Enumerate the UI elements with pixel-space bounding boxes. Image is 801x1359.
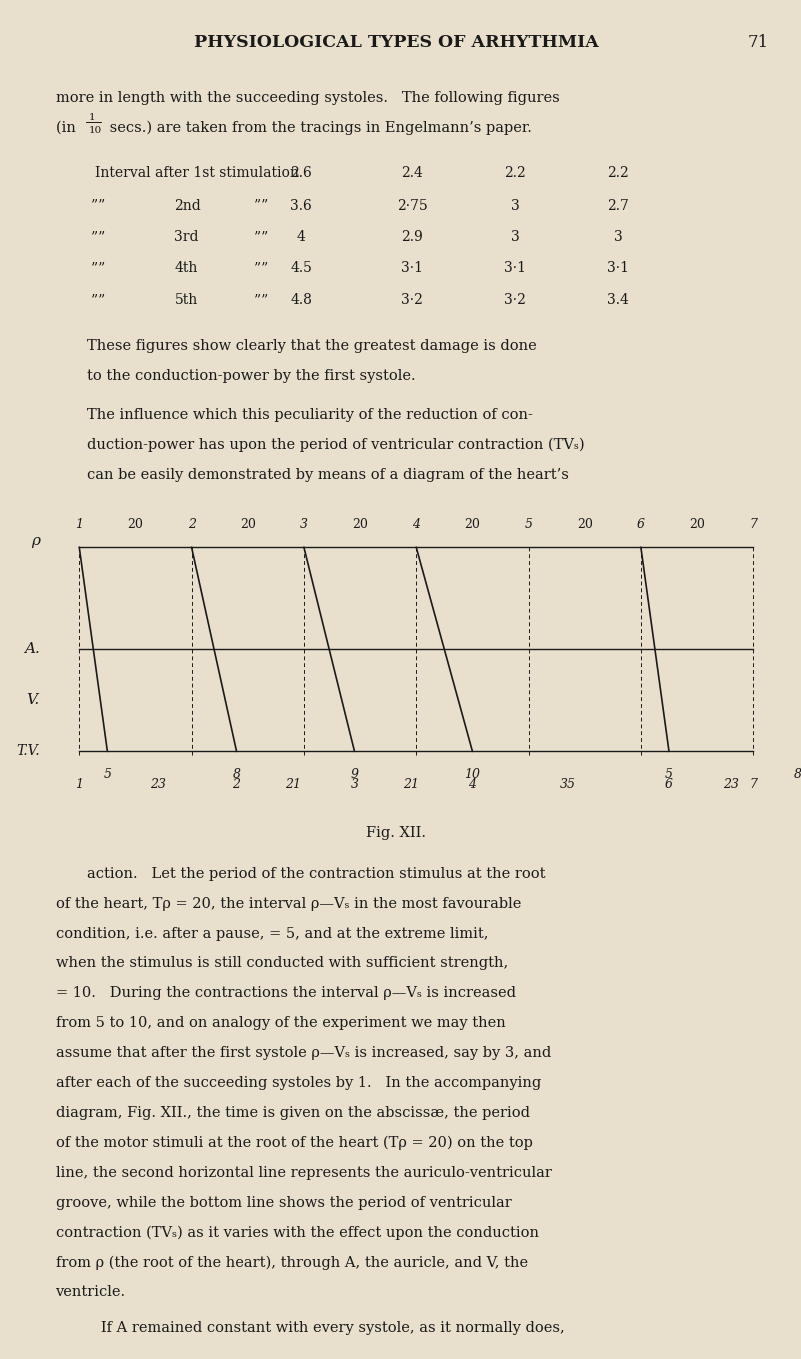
Text: 3.6: 3.6 [291, 198, 312, 213]
Text: These figures show clearly that the greatest damage is done: These figures show clearly that the grea… [87, 340, 537, 353]
Text: to the conduction-power by the first systole.: to the conduction-power by the first sys… [87, 370, 416, 383]
Text: 2.7: 2.7 [607, 198, 630, 213]
Text: groove, while the bottom line shows the period of ventricular: groove, while the bottom line shows the … [55, 1196, 511, 1210]
Text: 3·1: 3·1 [607, 261, 630, 276]
Text: contraction (TVₛ) as it varies with the effect upon the conduction: contraction (TVₛ) as it varies with the … [55, 1226, 538, 1239]
Text: 3: 3 [351, 779, 359, 791]
Text: = 10.   During the contractions the interval ρ—Vₛ is increased: = 10. During the contractions the interv… [55, 987, 516, 1000]
Text: 3: 3 [614, 230, 623, 245]
Text: 23: 23 [150, 779, 166, 791]
Text: 6: 6 [637, 518, 645, 531]
Text: ventricle.: ventricle. [55, 1286, 126, 1299]
Text: 4: 4 [297, 230, 306, 245]
Text: ””: ”” [254, 198, 268, 213]
Text: A.: A. [24, 643, 39, 656]
Text: 20: 20 [689, 518, 705, 531]
Text: 2·75: 2·75 [397, 198, 428, 213]
Text: 21: 21 [284, 779, 300, 791]
Text: 10: 10 [465, 768, 481, 780]
Text: T.V.: T.V. [16, 745, 39, 758]
Text: 7: 7 [749, 779, 757, 791]
Text: 5: 5 [525, 518, 533, 531]
Text: V.: V. [26, 693, 39, 707]
Text: more in length with the succeeding systoles.   The following figures: more in length with the succeeding systo… [55, 91, 559, 105]
Text: The influence which this peculiarity of the reduction of con-: The influence which this peculiarity of … [87, 408, 533, 423]
Text: Interval after 1st stimulation: Interval after 1st stimulation [95, 166, 299, 179]
Text: 35: 35 [560, 779, 576, 791]
Text: 2: 2 [187, 518, 195, 531]
Text: 1: 1 [75, 518, 83, 531]
Text: diagram, Fig. XII., the time is given on the abscissæ, the period: diagram, Fig. XII., the time is given on… [55, 1106, 529, 1120]
Text: can be easily demonstrated by means of a diagram of the heart’s: can be easily demonstrated by means of a… [87, 467, 569, 482]
Text: 3.4: 3.4 [607, 294, 630, 307]
Text: 4th: 4th [175, 261, 198, 276]
Text: 3: 3 [511, 230, 520, 245]
Text: PHYSIOLOGICAL TYPES OF ARHYTHMIA: PHYSIOLOGICAL TYPES OF ARHYTHMIA [194, 34, 599, 52]
Text: ””: ”” [254, 230, 268, 245]
Text: 23: 23 [723, 779, 739, 791]
Text: 71: 71 [748, 34, 769, 52]
Text: 2nd: 2nd [175, 198, 201, 213]
Text: 3·2: 3·2 [505, 294, 526, 307]
Text: 20: 20 [577, 518, 593, 531]
Text: 3: 3 [511, 198, 520, 213]
Text: ””: ”” [91, 261, 106, 276]
Text: 2.2: 2.2 [607, 166, 630, 179]
Text: assume that after the first systole ρ—Vₛ is increased, say by 3, and: assume that after the first systole ρ—Vₛ… [55, 1046, 551, 1060]
Text: 5: 5 [665, 768, 673, 780]
Text: (in: (in [55, 121, 80, 135]
Text: action.   Let the period of the contraction stimulus at the root: action. Let the period of the contractio… [87, 867, 545, 881]
Text: If A remained constant with every systole, as it normally does,: If A remained constant with every systol… [87, 1321, 565, 1336]
Text: ””: ”” [91, 294, 106, 307]
Text: 21: 21 [403, 779, 419, 791]
Text: 6: 6 [665, 779, 673, 791]
Text: from ρ (the root of the heart), through A, the auricle, and V, the: from ρ (the root of the heart), through … [55, 1256, 528, 1269]
Text: 4: 4 [413, 518, 421, 531]
Text: 2: 2 [232, 779, 240, 791]
Text: 2.6: 2.6 [291, 166, 312, 179]
Text: 3·1: 3·1 [505, 261, 526, 276]
Text: when the stimulus is still conducted with sufficient strength,: when the stimulus is still conducted wit… [55, 957, 508, 970]
Text: ””: ”” [91, 230, 106, 245]
Text: 8: 8 [794, 768, 801, 780]
Text: 5: 5 [103, 768, 111, 780]
Text: 1: 1 [89, 113, 95, 122]
Text: 5th: 5th [175, 294, 198, 307]
Text: 3·2: 3·2 [401, 294, 423, 307]
Text: line, the second horizontal line represents the auriculo-ventricular: line, the second horizontal line represe… [55, 1166, 551, 1180]
Text: 8: 8 [232, 768, 240, 780]
Text: 4: 4 [469, 779, 477, 791]
Text: 2.4: 2.4 [401, 166, 423, 179]
Text: 2.9: 2.9 [401, 230, 423, 245]
Text: condition, i.e. after a pause, = 5, and at the extreme limit,: condition, i.e. after a pause, = 5, and … [55, 927, 488, 940]
Text: 20: 20 [352, 518, 368, 531]
Text: 10: 10 [89, 126, 102, 136]
Text: 20: 20 [239, 518, 256, 531]
Text: ””: ”” [254, 261, 268, 276]
Text: ρ: ρ [30, 534, 39, 548]
Text: 9: 9 [351, 768, 359, 780]
Text: 4.8: 4.8 [290, 294, 312, 307]
Text: 1: 1 [75, 779, 83, 791]
Text: Fig. XII.: Fig. XII. [366, 826, 426, 840]
Text: of the heart, Tρ = 20, the interval ρ—Vₛ in the most favourable: of the heart, Tρ = 20, the interval ρ—Vₛ… [55, 897, 521, 911]
Text: 7: 7 [749, 518, 757, 531]
Text: 4.5: 4.5 [290, 261, 312, 276]
Text: after each of the succeeding systoles by 1.   In the accompanying: after each of the succeeding systoles by… [55, 1076, 541, 1090]
Text: 3: 3 [300, 518, 308, 531]
Text: of the motor stimuli at the root of the heart (Tρ = 20) on the top: of the motor stimuli at the root of the … [55, 1136, 533, 1150]
Text: ””: ”” [254, 294, 268, 307]
Text: 20: 20 [127, 518, 143, 531]
Text: 3rd: 3rd [175, 230, 199, 245]
Text: 3·1: 3·1 [401, 261, 423, 276]
Text: 20: 20 [465, 518, 481, 531]
Text: secs.) are taken from the tracings in Engelmann’s paper.: secs.) are taken from the tracings in En… [105, 121, 532, 136]
Text: duction-power has upon the period of ventricular contraction (TVₛ): duction-power has upon the period of ven… [87, 438, 585, 453]
Text: ””: ”” [91, 198, 106, 213]
Text: from 5 to 10, and on analogy of the experiment we may then: from 5 to 10, and on analogy of the expe… [55, 1017, 505, 1030]
Text: 2.2: 2.2 [505, 166, 526, 179]
